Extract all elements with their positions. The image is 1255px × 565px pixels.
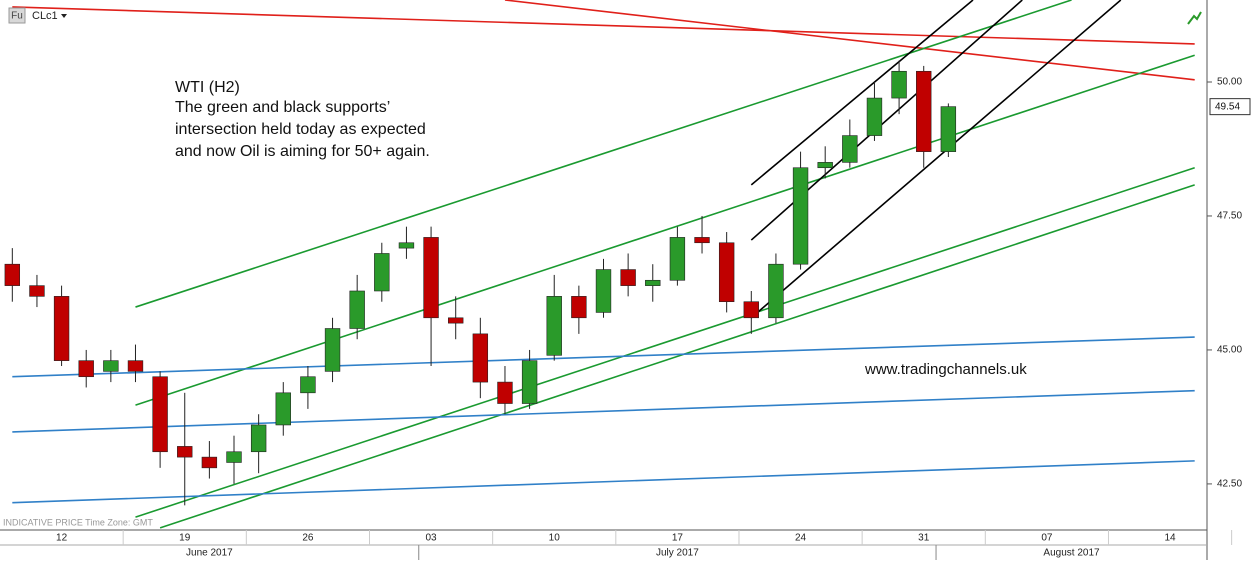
candle-body [349, 290, 365, 329]
candle-body [718, 242, 735, 303]
trend-line [12, 389, 1195, 433]
x-tick-label: 10 [549, 533, 561, 544]
badge: Fu [11, 11, 23, 22]
candle-body [595, 269, 612, 313]
candle-body [29, 285, 45, 297]
candle-body [743, 301, 759, 319]
y-tick-label: 45.00 [1217, 345, 1242, 356]
last-price-box [1209, 98, 1251, 116]
candle-body [448, 317, 464, 324]
x-tick-label: 26 [302, 533, 314, 544]
candles [4, 60, 957, 506]
trend-icon [1187, 11, 1202, 25]
x-tick-label: 12 [56, 533, 68, 544]
candle-body [817, 162, 833, 169]
trend-line [135, 54, 1195, 406]
candle-body [275, 392, 291, 426]
x-tick-label: 19 [179, 533, 191, 544]
candle-body [694, 237, 710, 244]
x-tick-label: 17 [672, 533, 684, 544]
trend-line [135, 0, 1072, 308]
candle-body [201, 456, 218, 469]
trend-line [159, 184, 1195, 529]
symbol[interactable]: CLc1 [32, 10, 58, 22]
badge-box [8, 7, 26, 24]
candle-body [916, 70, 932, 152]
month-label: July 2017 [656, 548, 699, 559]
trend-line [12, 6, 1195, 45]
candle-body [940, 106, 957, 152]
candle-body [891, 70, 907, 99]
trend-line [12, 460, 1195, 504]
candle-body [472, 333, 489, 383]
candle-body [669, 237, 686, 281]
x-tick-label: 24 [795, 533, 807, 544]
candle-body [645, 279, 661, 286]
candle-body [4, 263, 21, 286]
trend-line [504, 0, 1195, 81]
candle-body [546, 296, 562, 356]
trend-line [750, 0, 1122, 319]
candle-body [78, 360, 94, 378]
candle-body [842, 135, 858, 163]
month-label: June 2017 [186, 548, 233, 559]
x-tick-label: 03 [426, 533, 438, 544]
x-tick-label: 14 [1164, 533, 1176, 544]
trend-line [750, 0, 974, 186]
watermark: www.tradingchannels.uk [864, 361, 1027, 378]
annotation-title: WTI (H2) [175, 79, 240, 96]
candle-body [53, 296, 70, 361]
trend-line [12, 336, 1195, 378]
trend-lines [12, 0, 1195, 529]
candle-body [127, 360, 144, 372]
candle-body [250, 424, 267, 453]
candle-body [374, 253, 390, 292]
y-tick-label: 50.00 [1217, 77, 1242, 88]
candle-body [103, 360, 119, 372]
candle-body [571, 296, 587, 319]
candle-body [423, 237, 439, 319]
y-tick-label: 47.50 [1217, 211, 1242, 222]
last-price-label: 49.54 [1215, 101, 1240, 112]
candle-body [226, 451, 242, 463]
candle-body [300, 376, 316, 394]
annotation-line: The green and black supports’ [175, 99, 390, 116]
candle-body [768, 263, 784, 319]
candle-body [324, 328, 341, 372]
x-tick-label: 31 [918, 533, 930, 544]
candle-body [497, 381, 513, 404]
candle-body [521, 360, 538, 404]
y-tick-label: 42.50 [1217, 479, 1242, 490]
symbol-dropdown-arrow[interactable] [61, 14, 67, 18]
annotation-line: and now Oil is aiming for 50+ again. [175, 143, 430, 160]
candle-body [792, 167, 809, 265]
candle-body [620, 269, 636, 286]
candle-body [866, 97, 883, 136]
footer-note: INDICATIVE PRICE Time Zone: GMT [3, 517, 153, 527]
candle-body [398, 242, 415, 249]
x-tick-label: 07 [1041, 533, 1053, 544]
annotation-line: intersection held today as expected [175, 121, 426, 138]
month-label: August 2017 [1043, 548, 1100, 559]
trend-line [135, 166, 1195, 518]
candle-body [177, 446, 193, 458]
candle-body [152, 376, 168, 453]
